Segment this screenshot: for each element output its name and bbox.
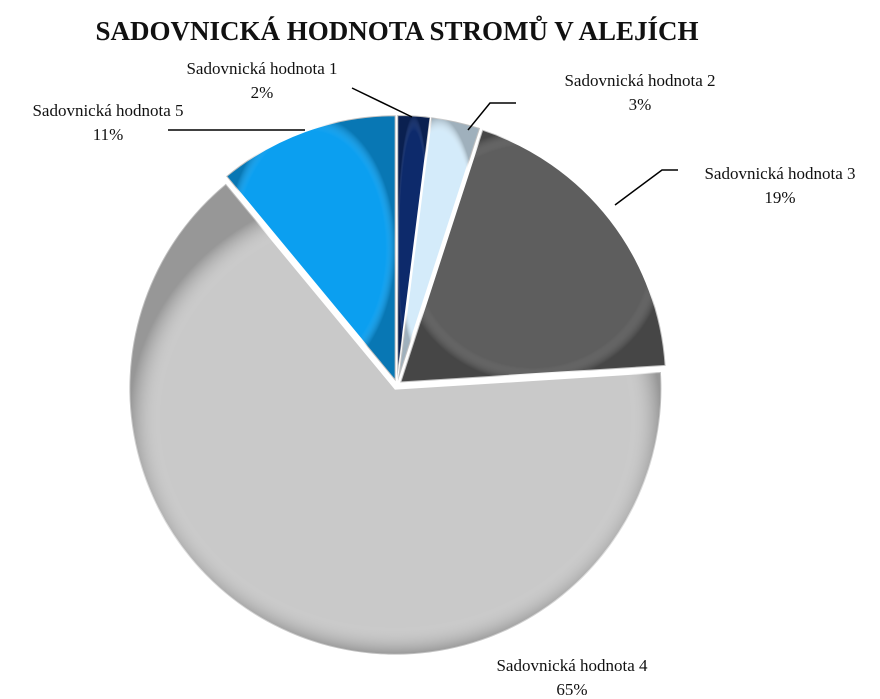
- data-label-name: Sadovnická hodnota 5: [32, 101, 183, 120]
- data-label-value: 11%: [93, 125, 124, 144]
- chart-title: SADOVNICKÁ HODNOTA STROMŮ V ALEJÍCH: [95, 15, 698, 46]
- data-label-value: 19%: [764, 188, 795, 207]
- data-label-name: Sadovnická hodnota 3: [704, 164, 855, 183]
- data-label-name: Sadovnická hodnota 1: [186, 59, 337, 78]
- data-label-value: 2%: [251, 83, 274, 102]
- leader-line: [351, 87, 413, 118]
- leader-line: [614, 169, 678, 206]
- data-label-name: Sadovnická hodnota 4: [496, 656, 648, 675]
- data-label-name: Sadovnická hodnota 2: [564, 71, 715, 90]
- data-label-value: 65%: [556, 680, 587, 699]
- leader-line: [467, 102, 516, 131]
- data-label-value: 3%: [629, 95, 652, 114]
